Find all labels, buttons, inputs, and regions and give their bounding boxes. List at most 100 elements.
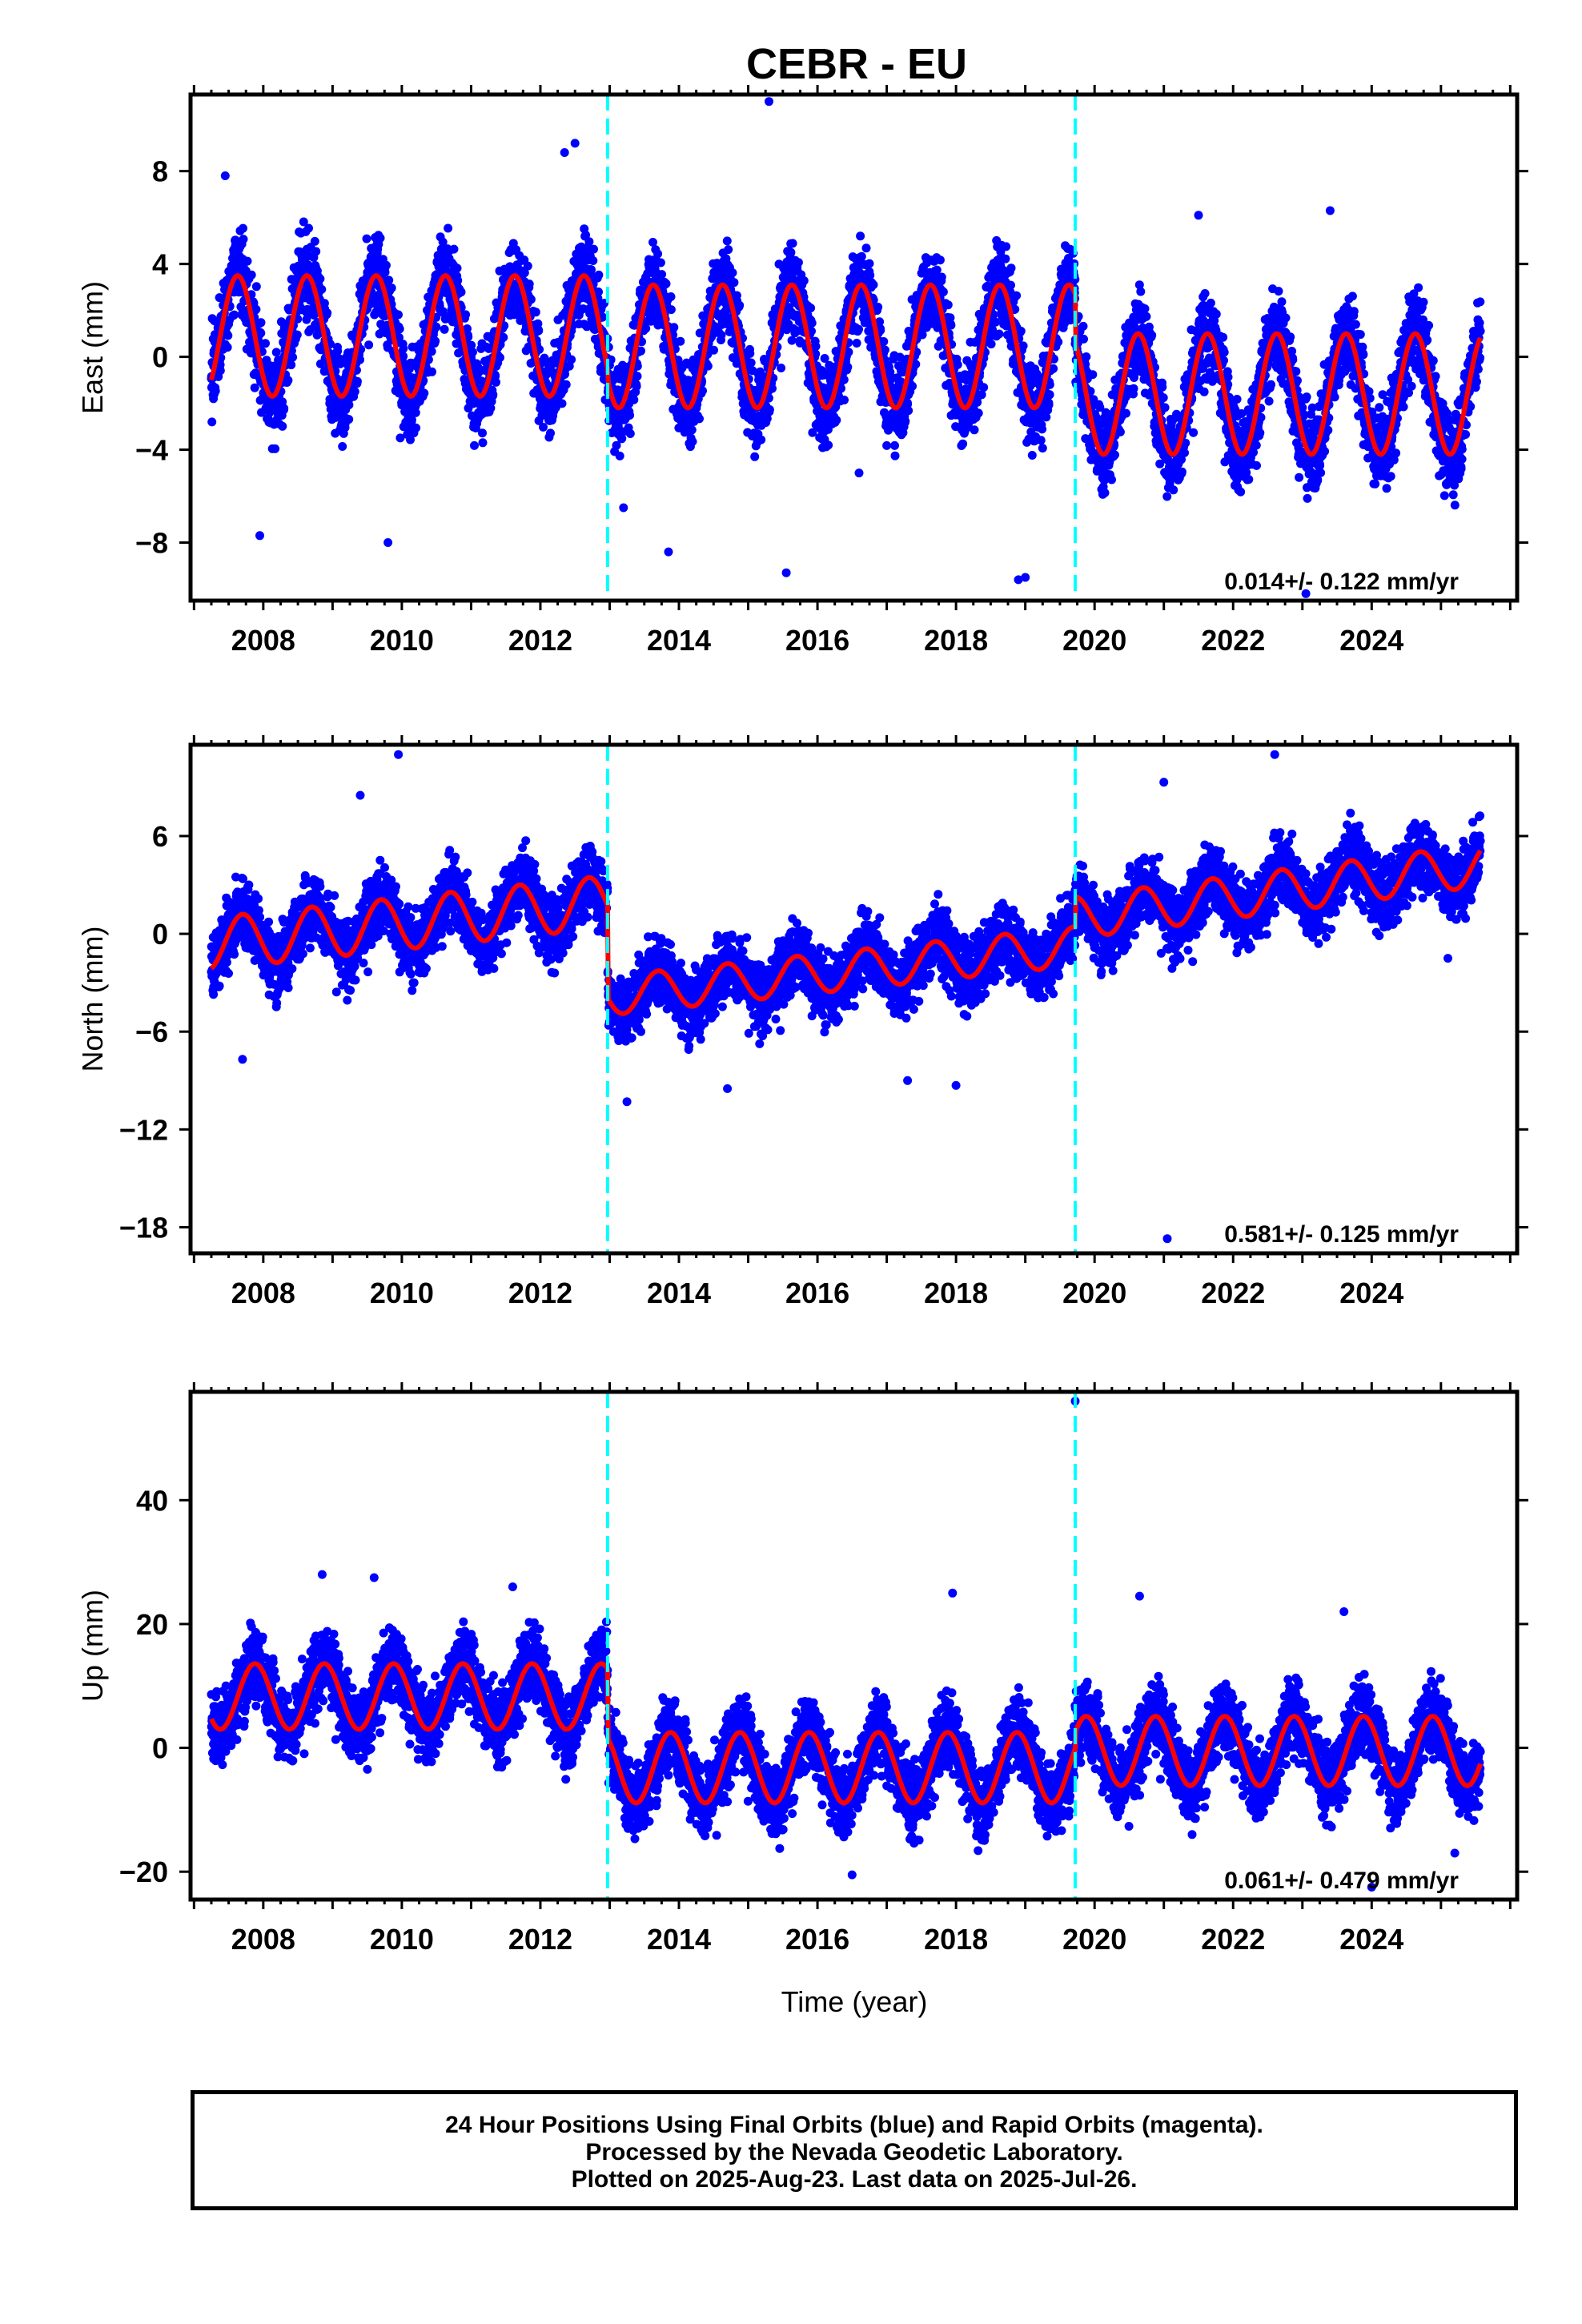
data-point <box>937 272 946 282</box>
data-point <box>1158 393 1168 403</box>
data-point <box>1016 327 1026 336</box>
data-point <box>523 261 532 271</box>
data-point <box>724 245 733 255</box>
data-point <box>279 404 289 413</box>
data-point <box>283 376 293 385</box>
data-point <box>799 276 809 285</box>
data-point <box>1012 291 1022 300</box>
data-point <box>395 324 404 334</box>
data-point <box>470 440 479 450</box>
data-point <box>729 278 739 287</box>
data-point <box>250 383 259 392</box>
data-point <box>1122 408 1130 418</box>
data-point <box>1162 492 1172 501</box>
data-point <box>688 436 697 446</box>
data-point <box>615 451 624 460</box>
data-point <box>534 326 544 336</box>
data-point <box>938 287 948 296</box>
data-point <box>1169 485 1178 495</box>
data-point <box>787 336 797 345</box>
data-point <box>1107 475 1116 485</box>
data-point <box>777 364 786 372</box>
data-point <box>970 425 979 435</box>
data-point <box>908 381 917 391</box>
data-point <box>1115 427 1125 436</box>
data-point <box>243 256 252 266</box>
data-point <box>444 223 453 233</box>
data-point <box>287 360 296 370</box>
data-point <box>750 452 760 461</box>
data-point <box>440 324 449 334</box>
data-point <box>735 300 745 310</box>
data-point <box>352 376 362 386</box>
data-point <box>594 270 604 279</box>
data-point <box>1006 263 1016 273</box>
data-point <box>994 329 1004 339</box>
data-point <box>687 425 697 435</box>
data-point <box>239 235 248 244</box>
data-point <box>1006 280 1015 290</box>
data-point <box>230 310 239 320</box>
data-point <box>625 429 635 438</box>
data-point <box>461 310 471 320</box>
data-point <box>239 223 247 233</box>
data-point <box>463 324 472 333</box>
data-point <box>695 414 704 424</box>
data-point <box>375 233 385 243</box>
data-point <box>251 304 261 314</box>
data-point <box>464 332 473 342</box>
data-point <box>843 362 853 372</box>
data-point <box>656 258 665 267</box>
data-point <box>890 451 900 460</box>
data-point <box>1100 488 1110 497</box>
data-point <box>717 330 726 340</box>
data-point <box>406 435 415 444</box>
data-point <box>380 267 390 277</box>
data-point <box>661 279 671 288</box>
data-point <box>539 422 548 432</box>
data-point <box>882 440 892 450</box>
data-point <box>499 332 508 342</box>
data-point <box>935 255 945 265</box>
data-point <box>786 247 796 257</box>
data-point <box>432 322 441 332</box>
data-point <box>1110 450 1119 460</box>
data-point <box>1027 451 1037 460</box>
data-point <box>278 421 287 431</box>
data-point <box>427 347 436 356</box>
data-point <box>824 440 833 450</box>
data-point <box>412 423 421 432</box>
data-point <box>746 358 756 368</box>
data-point <box>467 340 476 350</box>
data-point <box>303 260 313 270</box>
data-point <box>657 270 667 279</box>
data-point <box>1129 384 1138 393</box>
data-point <box>411 408 420 417</box>
data-point <box>288 352 298 362</box>
data-point <box>338 442 347 451</box>
data-point <box>362 234 371 243</box>
data-point <box>344 400 354 410</box>
data-point <box>632 382 641 391</box>
data-point <box>666 292 676 301</box>
data-point <box>478 428 487 438</box>
data-point <box>1018 341 1028 351</box>
data-point <box>561 380 571 389</box>
data-point <box>478 438 488 448</box>
data-point <box>292 330 302 340</box>
data-point <box>856 231 865 241</box>
data-point <box>1082 352 1091 361</box>
data-point <box>1036 436 1046 445</box>
data-point <box>399 344 408 353</box>
data-point <box>381 260 391 270</box>
data-point <box>839 375 849 384</box>
data-point <box>629 395 639 404</box>
data-point <box>1078 321 1088 331</box>
data-point <box>745 348 755 358</box>
data-point <box>703 361 713 371</box>
data-point <box>488 390 498 400</box>
data-point <box>438 237 448 247</box>
data-point <box>207 417 217 427</box>
data-point <box>728 268 737 278</box>
